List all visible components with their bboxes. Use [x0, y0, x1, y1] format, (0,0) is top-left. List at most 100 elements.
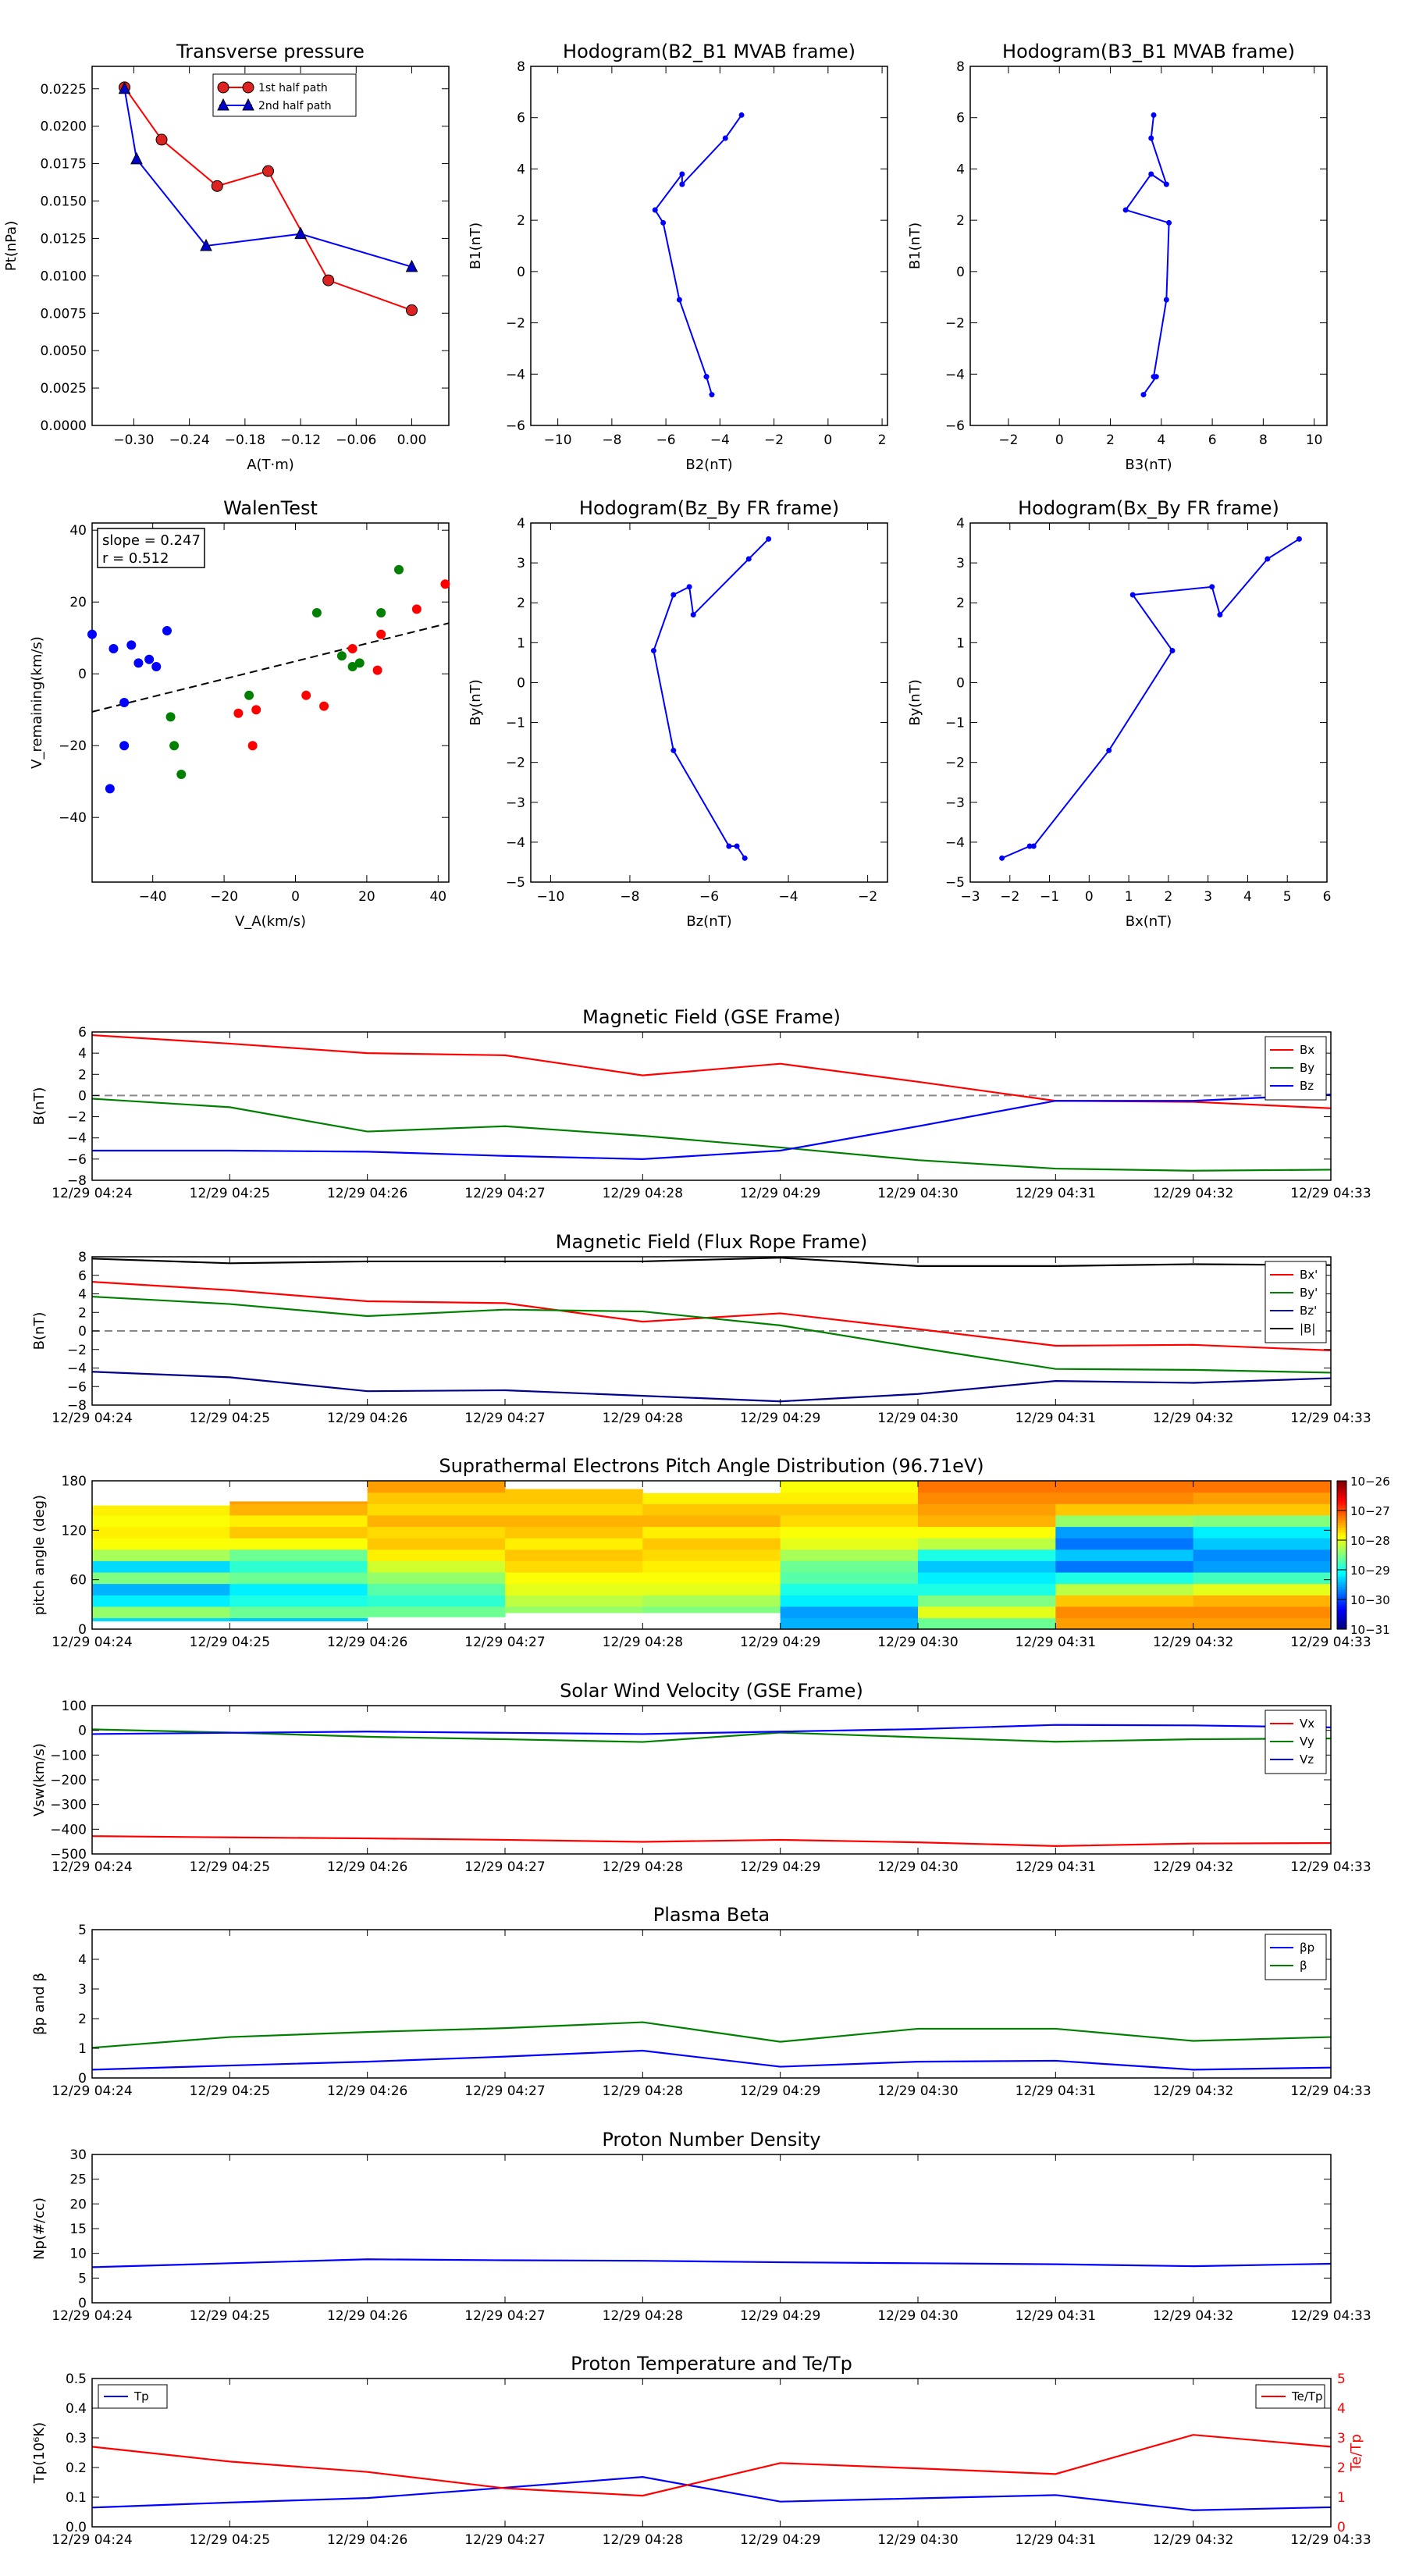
vsw-ytick-label: −200 — [50, 1773, 87, 1788]
tp2-y2tick-label: 5 — [1337, 2371, 1346, 2387]
bfr-ytick-label: 2 — [78, 1305, 87, 1321]
colorbar-segment — [1337, 1481, 1346, 1484]
pad-cell — [918, 1514, 1056, 1528]
bgse-time-label: 12/29 04:30 — [877, 1186, 958, 1201]
tp-ytick-label: 0.0200 — [41, 119, 87, 135]
beta-legend — [1264, 1934, 1327, 1980]
tp-ytick-label: 0.0050 — [41, 343, 87, 359]
pad-cell — [642, 1526, 781, 1539]
colorbar-segment — [1337, 1537, 1346, 1541]
vsw-ytick-label: 0 — [78, 1724, 87, 1739]
tp2-time-label: 12/29 04:25 — [190, 2532, 270, 2548]
hodo4-xtick-label: −3 — [960, 889, 980, 905]
tp2-y2label: Te/Tp — [1348, 2434, 1364, 2472]
colorbar-segment — [1337, 1577, 1346, 1581]
bfr-time-label: 12/29 04:30 — [877, 1411, 958, 1426]
hodo2-ylabel: B1(nT) — [907, 222, 923, 269]
pad-cell — [505, 1489, 643, 1493]
walen-point — [133, 658, 144, 668]
pad-cell — [642, 1493, 781, 1504]
tp2-time-label: 12/29 04:26 — [327, 2532, 407, 2548]
bgse-axes-frame — [91, 1031, 1332, 1181]
walen-point — [311, 608, 322, 617]
pad-cell — [1055, 1549, 1194, 1561]
vsw-series-1 — [91, 1728, 1332, 1743]
pad-cell — [229, 1526, 368, 1539]
walen-axes-frame — [91, 522, 450, 883]
pad-cell — [367, 1481, 506, 1493]
hodo4-ytick-label: −1 — [945, 716, 965, 731]
pad-cell — [92, 1505, 230, 1516]
hodo3-series-line-0 — [653, 538, 770, 859]
tp-ytick-label: 0.0175 — [41, 157, 87, 173]
hodo3-ytick-label: −2 — [506, 756, 525, 771]
walen-point — [244, 690, 254, 700]
hodo2-point — [1163, 297, 1169, 303]
bfr-legend-label: |B| — [1300, 1322, 1315, 1336]
pad-cell — [229, 1617, 368, 1622]
pad-cell — [780, 1560, 919, 1573]
np-ytick-label: 30 — [69, 2147, 87, 2163]
hodo3-ytick-label: 0 — [517, 675, 525, 691]
pad-cell — [367, 1606, 506, 1617]
colorbar-segment — [1337, 1555, 1346, 1558]
pad-cell — [918, 1549, 1056, 1561]
hodo1-ytick-label: 0 — [517, 265, 525, 280]
walen-point — [319, 701, 329, 711]
pad-cell — [642, 1549, 781, 1561]
vsw-axes-frame — [91, 1705, 1332, 1855]
pad-cell — [1193, 1549, 1332, 1561]
hodo3-axes-frame — [530, 522, 888, 883]
hodo3-xtick-label: −10 — [536, 889, 564, 905]
tp-ytick-label: 0.0125 — [41, 231, 87, 247]
hodo1-xtick-label: −4 — [710, 432, 730, 448]
walen-point — [162, 626, 172, 635]
hodo4-ytick-label: −3 — [945, 795, 965, 811]
hodo1-point — [722, 135, 728, 141]
colorbar-segment — [1337, 1550, 1346, 1553]
tp2-series-1 — [91, 2434, 1332, 2497]
pad-cell — [367, 1503, 506, 1516]
walen-xtick-label: 20 — [358, 889, 375, 905]
hodo2-ytick-label: 4 — [956, 162, 965, 177]
pad-cell — [1055, 1526, 1194, 1539]
bgse-ytick-label: −2 — [67, 1110, 87, 1126]
colorbar-segment — [1337, 1498, 1346, 1501]
hodo1-title: Hodogram(B2_B1 MVAB frame) — [563, 41, 855, 62]
hodo1-ytick-label: 8 — [517, 59, 525, 75]
walen-point — [105, 784, 115, 794]
hodo1-point — [676, 297, 682, 303]
walen-point — [151, 662, 162, 671]
colorbar-segment — [1337, 1493, 1346, 1496]
hodo2-xtick-label: 8 — [1259, 432, 1268, 448]
bfr-legend-label: Bx' — [1300, 1268, 1318, 1282]
pad-cell — [229, 1501, 368, 1504]
pad-time-label: 12/29 04:28 — [603, 1635, 683, 1650]
beta-ytick-label: 2 — [78, 2012, 87, 2027]
hodo2-xtick-label: 6 — [1208, 432, 1217, 448]
hodo4-point — [1296, 535, 1302, 542]
pad-cell — [918, 1492, 1056, 1504]
vsw-ytick-label: −100 — [50, 1748, 87, 1763]
bgse-ylabel: B(nT) — [31, 1087, 48, 1126]
walen-point — [411, 604, 422, 614]
pad-cell — [505, 1560, 643, 1573]
hodo2-title: Hodogram(B3_B1 MVAB frame) — [1002, 41, 1295, 62]
tp-marker — [211, 180, 223, 192]
beta-time-label: 12/29 04:25 — [190, 2083, 270, 2099]
pad-cell — [1193, 1560, 1332, 1573]
vsw-series-0 — [91, 1835, 1332, 1847]
pad-cell — [918, 1526, 1056, 1539]
hodo2-xtick-label: 10 — [1306, 432, 1323, 448]
bgse-ytick-label: 2 — [78, 1067, 87, 1083]
colorbar-segment — [1337, 1587, 1346, 1590]
pad-time-label: 12/29 04:30 — [877, 1635, 958, 1650]
walen-ytick-label: 0 — [78, 667, 87, 682]
tp2-y2tick-label: 1 — [1337, 2490, 1346, 2506]
hodo1-chart: Hodogram(B2_B1 MVAB frame) −10 −8 −6 −4 −2 0 2 −… — [468, 41, 888, 473]
hodo2-ytick-label: −4 — [945, 367, 965, 382]
colorbar-segment — [1337, 1542, 1346, 1546]
np-ytick-label: 10 — [69, 2247, 87, 2262]
tp-ytick-label: 0.0025 — [41, 381, 87, 397]
pad-cell — [780, 1571, 919, 1585]
